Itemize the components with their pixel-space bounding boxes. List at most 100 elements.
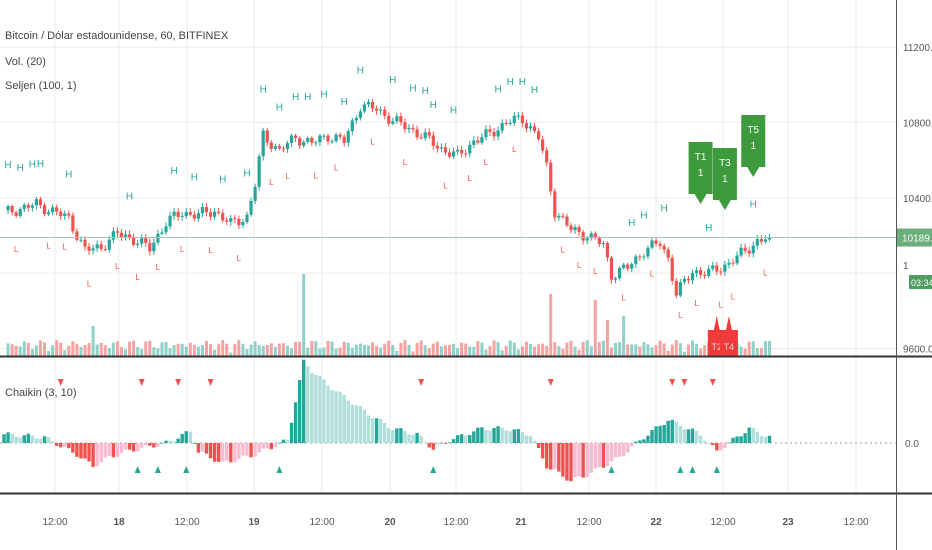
candle-body-41 [168, 215, 172, 227]
low-marker-13: L [334, 164, 339, 173]
volume-bars [6, 274, 771, 356]
candle-body-106 [431, 135, 435, 146]
volume-bar-104 [423, 345, 427, 356]
volume-bar-65 [265, 345, 269, 356]
chaikin-bar-137 [557, 443, 561, 472]
chaikin-bar-95 [387, 428, 391, 443]
volume-bar-63 [257, 345, 261, 356]
chaikin-bar-178 [723, 443, 727, 448]
candle-body-140 [569, 225, 573, 231]
chaikin-bar-62 [253, 443, 257, 457]
high-marker-7: H [191, 173, 198, 184]
candle-body-175 [711, 265, 715, 269]
candle-body-51 [208, 212, 213, 217]
high-marker-22: H [494, 84, 501, 95]
candle-body-123 [500, 123, 504, 131]
low-marker-12: L [314, 171, 319, 180]
candle-body-76 [310, 137, 314, 143]
chaikin-bar-43 [176, 438, 180, 443]
chaikin-bar-118 [480, 427, 484, 443]
chaikin-bar-167 [678, 425, 683, 443]
volume-bar-167 [678, 343, 682, 356]
chaikin-bar-3 [14, 436, 18, 443]
chaikin-bar-13 [54, 443, 59, 446]
candle-body-46 [188, 212, 192, 215]
high-marker-26: H [628, 218, 635, 229]
last-price-badge [897, 228, 932, 247]
chaikin-up-triangle-8 [713, 466, 720, 473]
chaikin-bar-176 [715, 443, 719, 451]
volume-bar-166 [674, 340, 678, 356]
candle-body-36 [148, 242, 152, 252]
volume-bar-1 [6, 343, 10, 356]
chaikin-bar-57 [233, 443, 237, 463]
candle-body-114 [464, 153, 468, 155]
chaikin-bar-55 [225, 443, 229, 461]
chaikin-bar-87 [354, 405, 359, 443]
chaikin-bar-22 [91, 443, 95, 467]
candle-body-121 [492, 131, 496, 137]
volume-bar-150 [610, 347, 613, 356]
volume-bar-93 [379, 347, 383, 356]
volume-bar-33 [136, 346, 140, 356]
volume-bar-109 [443, 345, 447, 356]
candle-body-166 [674, 280, 678, 296]
candle-body-167 [678, 282, 682, 296]
low-marker-17: L [468, 174, 473, 183]
candle-body-26 [107, 239, 111, 250]
volume-bar-38 [156, 348, 160, 356]
volume-bar-37 [152, 347, 156, 356]
price-tick-label-3: 10800.0 [903, 118, 932, 129]
candle-body-95 [387, 115, 391, 124]
chaikin-bar-152 [617, 443, 622, 457]
candle-body-11 [46, 212, 51, 215]
chaikin-bar-134 [545, 443, 549, 469]
chaikin-bar-75 [306, 366, 310, 443]
time-tick-label-8: 12:00 [576, 517, 601, 528]
volume-bar-161 [654, 345, 658, 356]
volume-bar-163 [662, 343, 666, 356]
chaikin-bar-34 [140, 443, 144, 448]
high-marker-18: H [409, 83, 416, 94]
volume-bar-145 [589, 346, 593, 356]
candle-body-129 [524, 123, 529, 129]
volume-bar-99 [403, 340, 407, 356]
candle-body-56 [229, 218, 233, 222]
candle-body-135 [549, 162, 553, 192]
chaikin-bar-74 [302, 359, 306, 443]
candle-body-127 [516, 115, 520, 117]
chaikin-bar-171 [694, 430, 699, 443]
candle-body-82 [334, 134, 338, 142]
chaikin-bar-79 [322, 379, 326, 443]
signal-label-sub-0: 1 [698, 168, 704, 179]
candle-body-130 [528, 126, 533, 129]
volume-bar-74 [302, 274, 306, 356]
volume-bar-52 [213, 349, 217, 356]
chaikin-bar-115 [468, 435, 472, 443]
chaikin-bar-172 [698, 435, 703, 443]
candle-body-118 [480, 137, 484, 143]
chaikin-bar-33 [135, 443, 140, 452]
volume-bar-184 [747, 341, 751, 356]
candle-body-12 [51, 207, 55, 213]
candle-body-124 [504, 123, 508, 125]
volume-bar-123 [500, 350, 504, 356]
candle-body-50 [204, 207, 209, 213]
candle-body-1 [6, 206, 10, 211]
volume-bar-28 [115, 341, 119, 356]
high-marker-24: H [519, 77, 526, 88]
chaikin-bar-114 [464, 435, 468, 443]
time-tick-label-5: 20 [384, 517, 396, 528]
chaikin-bar-44 [180, 433, 184, 443]
volume-bar-169 [686, 344, 690, 356]
candle-body-77 [314, 142, 318, 144]
chaikin-bar-92 [374, 418, 379, 443]
chaikin-bar-18 [75, 443, 79, 457]
volume-bar-124 [504, 345, 508, 356]
time-tick-label-0: 12:00 [42, 517, 67, 528]
chaikin-up-triangle-1 [154, 466, 161, 473]
chaikin-up-triangle-5 [608, 466, 615, 473]
chaikin-bar-6 [26, 433, 30, 443]
candle-body-84 [342, 136, 346, 143]
